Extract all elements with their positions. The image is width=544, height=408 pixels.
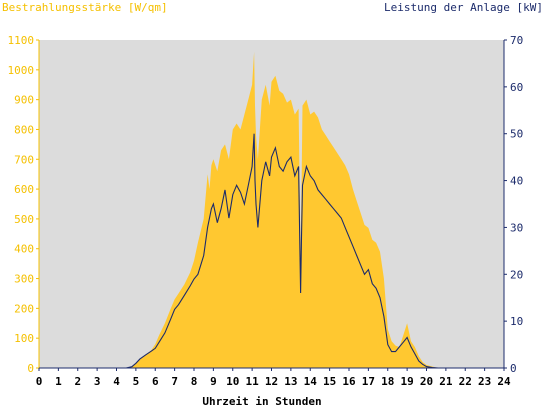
left-tick-label: 1000 xyxy=(8,64,35,77)
left-tick-label: 600 xyxy=(14,183,34,196)
right-axis-title: Leistung der Anlage [kW] xyxy=(384,1,543,14)
left-axis-ticks: 0 100 200 300 400 500 600 700 800 900 1000 1100 xyxy=(8,34,39,375)
left-tick-label: 200 xyxy=(14,302,34,315)
x-tick-label: 11 xyxy=(246,375,260,388)
right-tick-label: 60 xyxy=(510,81,523,94)
x-tick-label: 3 xyxy=(94,375,101,388)
right-axis-ticks: 0 10 20 30 40 50 60 70 xyxy=(504,34,523,375)
x-tick-label: 24 xyxy=(497,375,511,388)
right-tick-label: 50 xyxy=(510,128,523,141)
right-tick-label: 20 xyxy=(510,268,523,281)
x-tick-label: 14 xyxy=(304,375,318,388)
x-tick-label: 1 xyxy=(55,375,62,388)
x-tick-label: 0 xyxy=(36,375,43,388)
x-axis-title: Uhrzeit in Stunden xyxy=(202,395,321,408)
left-tick-label: 0 xyxy=(27,362,34,375)
left-tick-label: 700 xyxy=(14,153,34,166)
x-tick-label: 22 xyxy=(459,375,472,388)
right-tick-label: 30 xyxy=(510,221,523,234)
left-tick-label: 1100 xyxy=(8,34,35,47)
left-tick-label: 900 xyxy=(14,94,34,107)
x-tick-label: 16 xyxy=(342,375,356,388)
x-tick-label: 21 xyxy=(439,375,453,388)
x-tick-label: 13 xyxy=(284,375,297,388)
left-tick-label: 300 xyxy=(14,273,34,286)
x-tick-label: 15 xyxy=(323,375,336,388)
irradiance-area xyxy=(39,51,504,369)
x-tick-label: 12 xyxy=(265,375,278,388)
left-axis-title: Bestrahlungsstärke [W/qm] xyxy=(2,1,168,14)
x-axis-ticks: 0 1 2 3 4 5 6 7 8 9 10 11 12 13 14 15 16 17 18 19 20 21 22 23 24 xyxy=(36,368,511,388)
x-tick-label: 10 xyxy=(226,375,239,388)
right-tick-label: 10 xyxy=(510,315,523,328)
x-tick-label: 2 xyxy=(74,375,81,388)
right-tick-label: 40 xyxy=(510,175,523,188)
left-tick-label: 800 xyxy=(14,123,34,136)
x-tick-label: 20 xyxy=(420,375,433,388)
left-tick-label: 500 xyxy=(14,213,34,226)
x-tick-label: 19 xyxy=(401,375,414,388)
right-tick-label: 0 xyxy=(510,362,517,375)
x-tick-label: 9 xyxy=(210,375,217,388)
power-line xyxy=(39,133,504,369)
left-tick-label: 400 xyxy=(14,243,34,256)
left-tick-label: 100 xyxy=(14,332,34,345)
x-tick-label: 6 xyxy=(152,375,159,388)
x-tick-label: 4 xyxy=(113,375,120,388)
x-tick-label: 8 xyxy=(191,375,198,388)
x-tick-label: 23 xyxy=(478,375,491,388)
x-tick-label: 7 xyxy=(171,375,178,388)
x-tick-label: 18 xyxy=(381,375,394,388)
x-tick-label: 17 xyxy=(362,375,375,388)
right-tick-label: 70 xyxy=(510,34,523,47)
x-tick-label: 5 xyxy=(133,375,140,388)
